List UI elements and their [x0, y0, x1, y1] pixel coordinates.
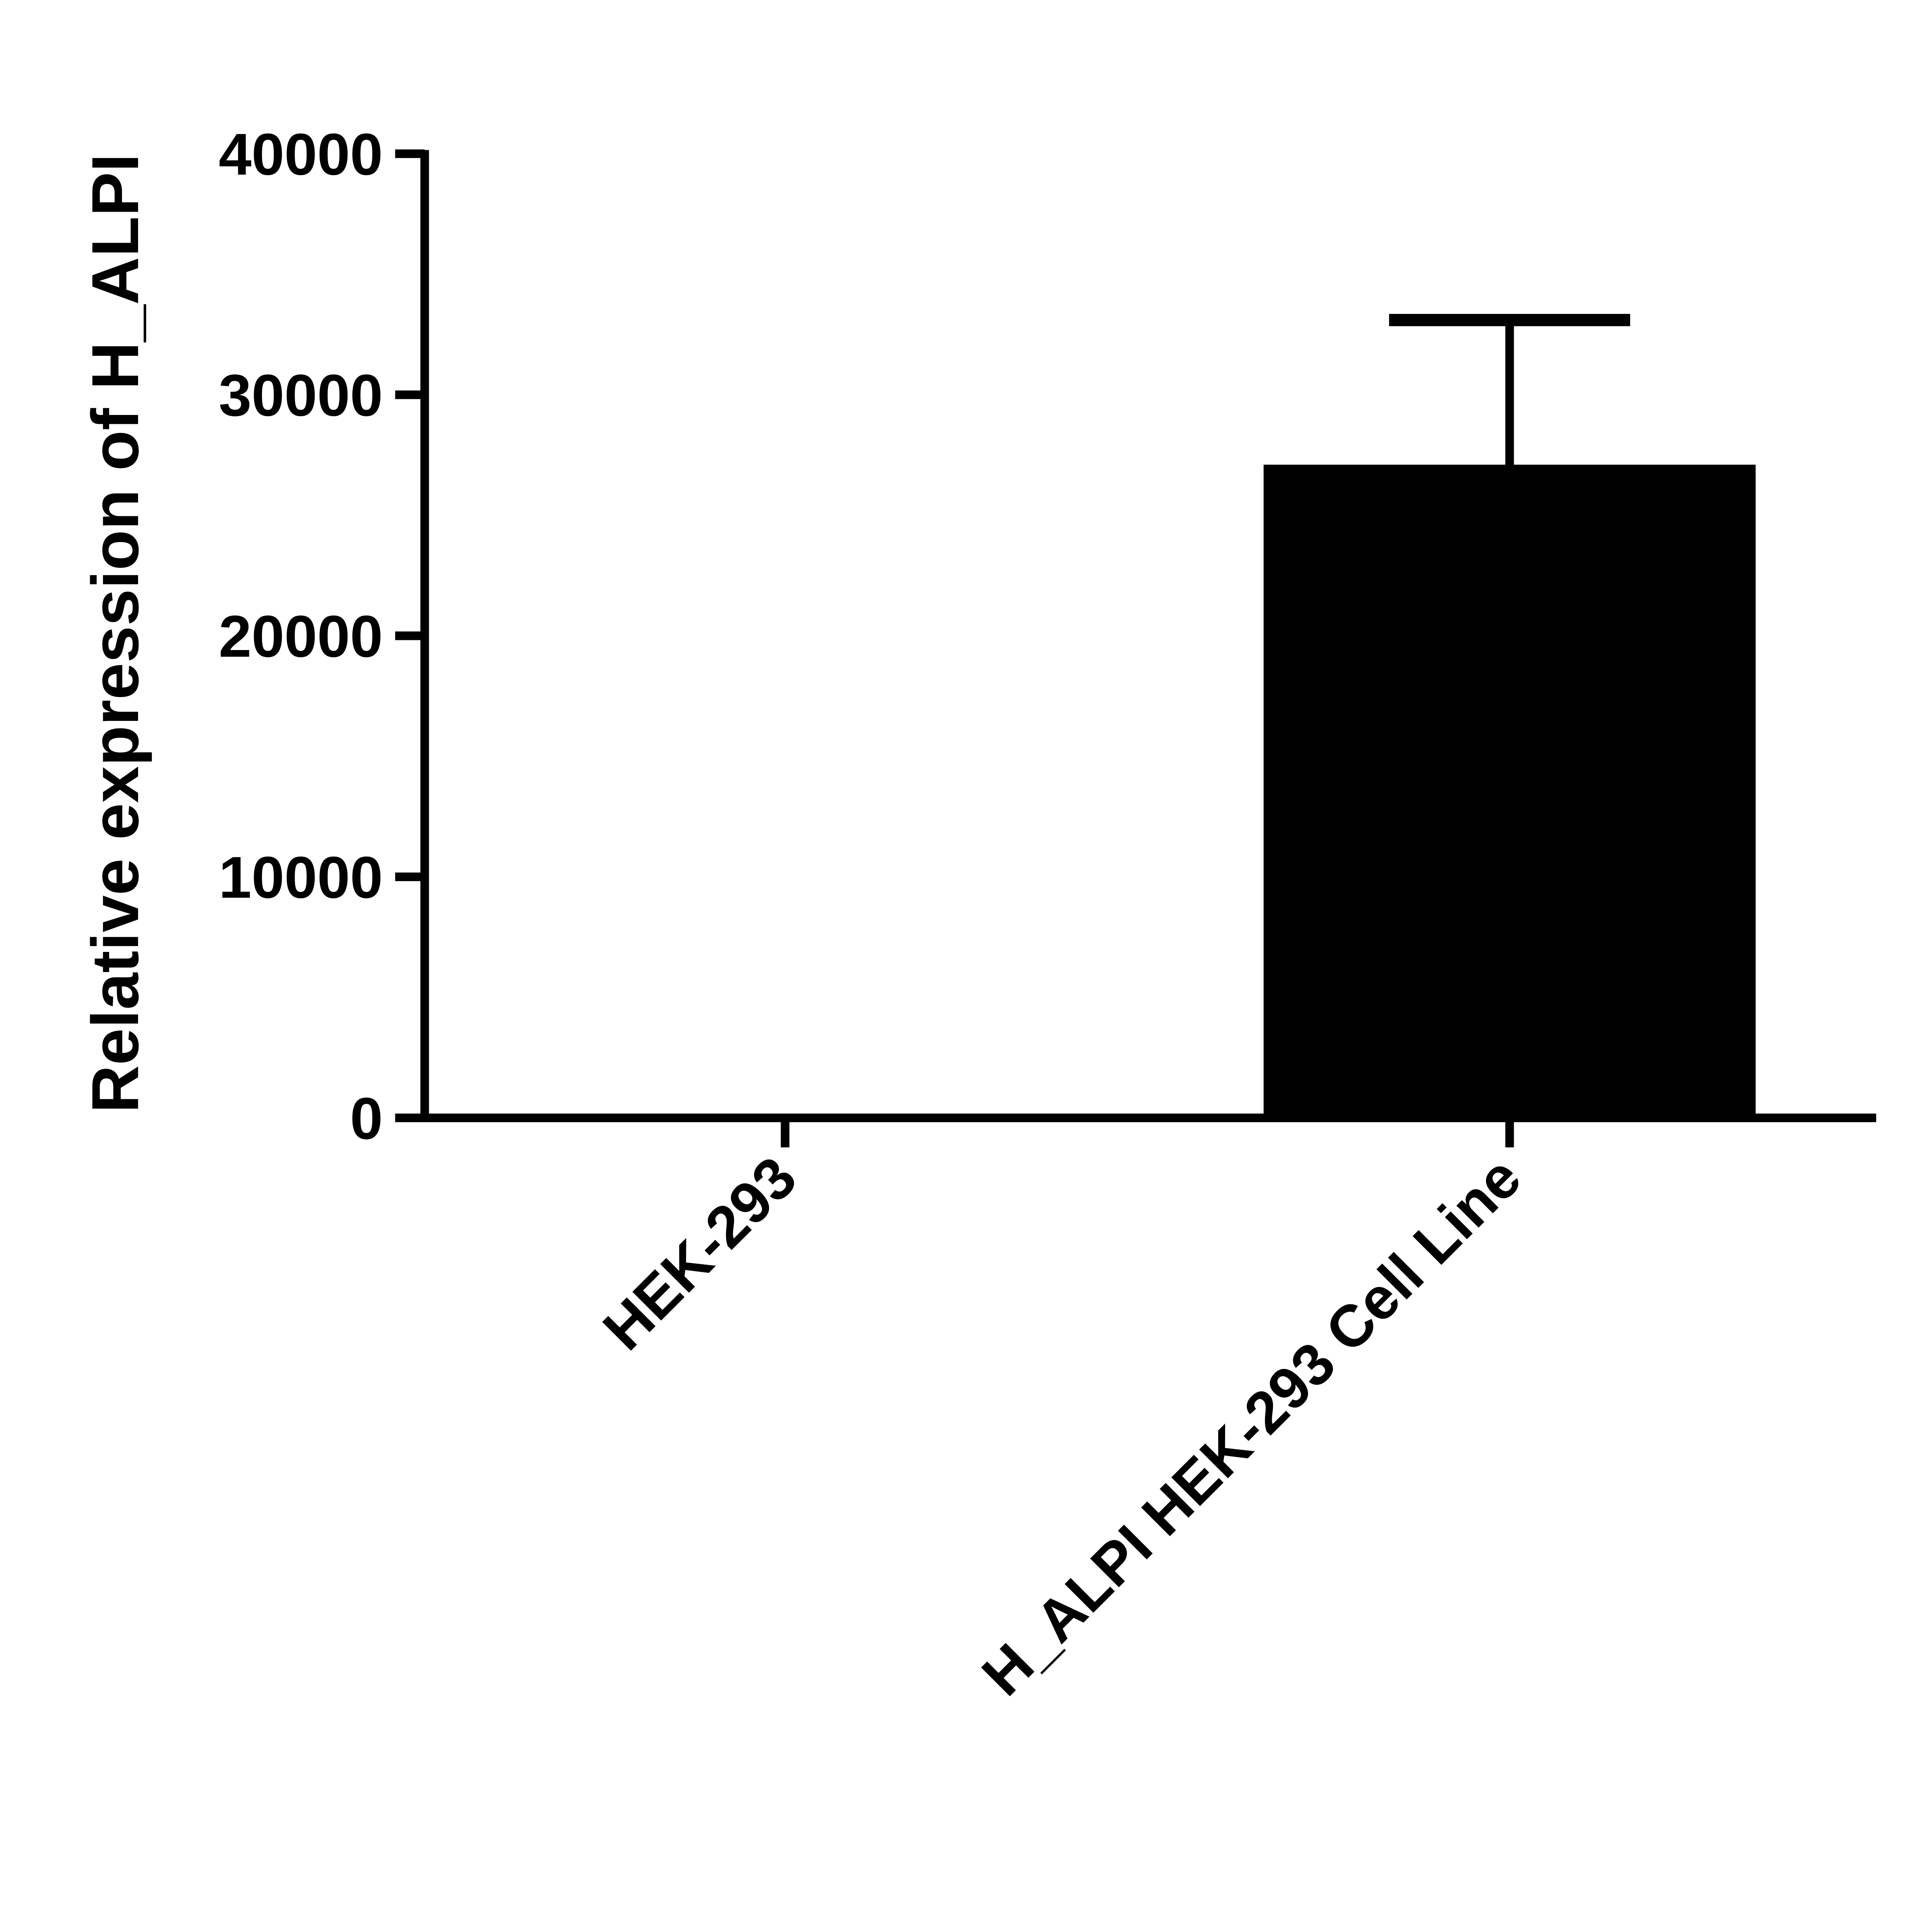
y-tick-label: 30000 [219, 363, 383, 429]
bar [1263, 464, 1756, 1118]
y-tick-label: 40000 [219, 122, 383, 188]
y-axis-label: Relative expression of H_ALPI [78, 154, 152, 1113]
x-tick-label: H_ALPI HEK-293 Cell Line [969, 1144, 1533, 1708]
y-tick-label: 10000 [219, 844, 383, 910]
y-tick-label: 0 [350, 1086, 383, 1152]
y-tick-label: 20000 [219, 604, 383, 670]
x-tick-label: HEK-293 [591, 1144, 809, 1362]
